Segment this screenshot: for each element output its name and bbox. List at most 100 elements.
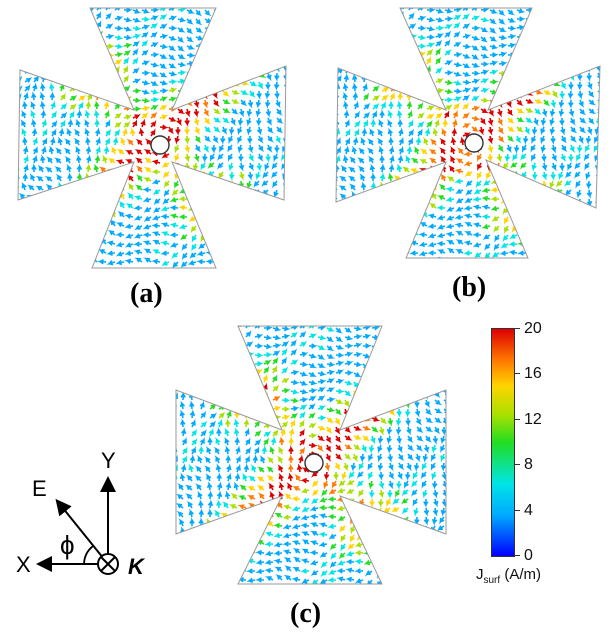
current-arrow [597, 81, 600, 88]
current-arrow [235, 328, 241, 338]
current-arrow [363, 560, 373, 566]
current-arrow [255, 559, 265, 566]
current-arrow [440, 561, 446, 571]
current-arrow [141, 39, 149, 47]
current-arrow [477, 153, 482, 162]
current-arrow [105, 128, 111, 137]
current-arrow [246, 252, 252, 262]
current-arrow [486, 171, 491, 181]
current-arrow [159, 54, 169, 59]
current-arrow [551, 162, 557, 172]
current-arrow [480, 117, 487, 126]
current-arrow [168, 63, 177, 69]
current-arrow [301, 539, 310, 545]
center-hole [464, 133, 484, 153]
current-arrow [441, 345, 446, 355]
current-arrow [276, 45, 285, 50]
current-arrow [463, 205, 473, 211]
current-arrow [161, 260, 170, 267]
current-arrow [142, 224, 152, 230]
current-arrow [389, 327, 397, 335]
current-arrow [308, 387, 318, 394]
current-arrow [39, 208, 45, 218]
current-arrow [471, 95, 480, 102]
current-arrow [416, 372, 423, 380]
current-arrow [344, 351, 354, 357]
current-arrow [51, 49, 60, 56]
current-arrow [552, 62, 562, 68]
current-arrow [508, 241, 518, 247]
current-arrow [257, 135, 264, 144]
current-arrow [132, 47, 139, 56]
current-arrow [204, 135, 212, 143]
current-arrow [204, 42, 214, 49]
current-arrow [398, 82, 404, 92]
current-arrow [453, 14, 462, 21]
current-arrow [227, 356, 233, 365]
current-arrow [205, 446, 212, 455]
current-arrow [441, 354, 446, 364]
current-arrow [201, 540, 211, 546]
current-arrow [51, 110, 57, 119]
current-arrow [177, 45, 185, 52]
current-arrow [516, 16, 526, 22]
current-arrow [540, 135, 546, 145]
current-arrow [432, 489, 439, 499]
current-arrow [413, 462, 420, 472]
current-arrow [465, 180, 473, 188]
current-arrow [52, 240, 62, 247]
current-arrow [199, 207, 206, 216]
current-arrow [535, 214, 545, 221]
current-arrow [301, 497, 310, 504]
current-arrow [103, 145, 110, 155]
current-arrow [299, 330, 307, 338]
current-arrow [549, 117, 555, 127]
current-arrow [414, 516, 420, 526]
current-arrow [416, 417, 422, 426]
current-arrow [386, 444, 393, 454]
current-arrow [365, 525, 373, 533]
current-arrow [194, 475, 202, 482]
current-arrow [281, 340, 290, 347]
current-arrow [440, 444, 446, 454]
current-arrow [141, 97, 151, 104]
current-arrow [326, 426, 333, 434]
current-arrow [543, 63, 552, 69]
current-arrow [232, 215, 242, 221]
panel-label-c: (c) [290, 598, 322, 629]
current-arrow [87, 48, 95, 56]
current-arrow [477, 162, 482, 172]
current-arrow [115, 259, 125, 266]
current-arrow [238, 512, 247, 518]
current-arrow [435, 87, 445, 94]
current-arrow [252, 391, 259, 401]
current-arrow [588, 108, 597, 115]
current-arrow [345, 51, 355, 57]
current-arrow [355, 240, 365, 246]
current-arrow [184, 153, 191, 163]
current-arrow [283, 574, 292, 581]
current-arrow [354, 110, 360, 119]
current-arrow [428, 149, 437, 155]
current-arrow [385, 183, 392, 191]
current-arrow [153, 207, 161, 214]
current-arrow [217, 162, 224, 170]
current-arrow [531, 198, 537, 208]
current-arrow [283, 207, 286, 217]
current-arrow [513, 198, 519, 208]
current-arrow [507, 126, 516, 133]
current-arrow [102, 154, 108, 164]
current-arrow [425, 344, 435, 350]
current-arrow [245, 341, 254, 347]
current-arrow [429, 165, 437, 173]
current-arrow [263, 365, 270, 374]
current-arrow [159, 33, 169, 40]
current-arrow [276, 17, 286, 23]
current-arrow [215, 463, 222, 473]
current-arrow [177, 27, 186, 33]
current-arrow [20, 110, 27, 119]
current-arrow [203, 573, 211, 581]
current-arrow [466, 261, 472, 265]
current-arrow [404, 408, 411, 418]
current-arrow [402, 237, 410, 245]
